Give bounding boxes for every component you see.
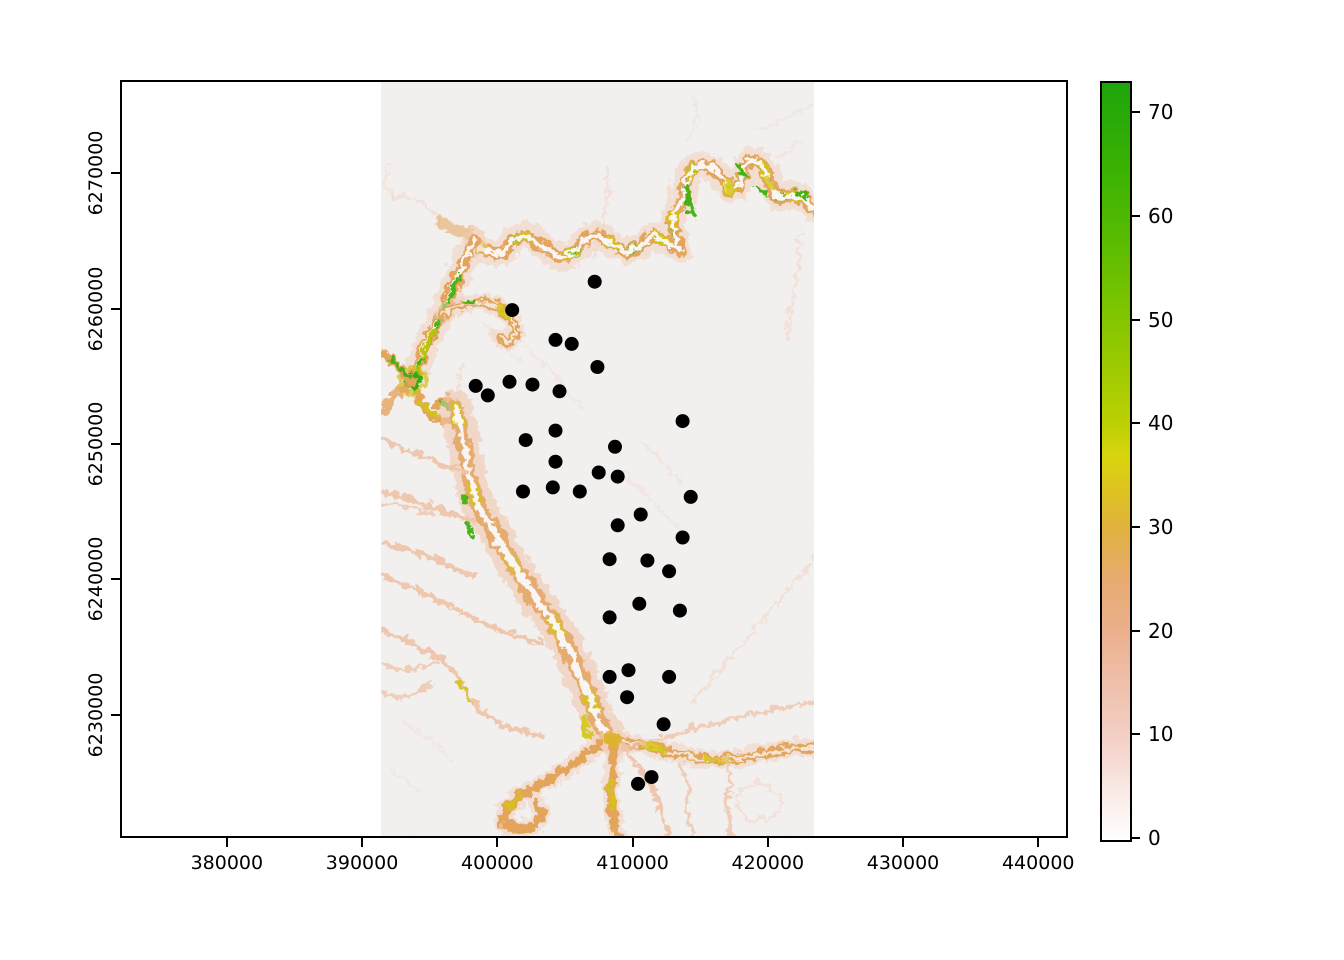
sample-point bbox=[675, 414, 690, 429]
x-axis-tick bbox=[361, 838, 364, 847]
sample-points-layer bbox=[468, 274, 698, 791]
legend-colorbar bbox=[1100, 81, 1132, 842]
sample-point bbox=[548, 332, 563, 347]
x-axis-tick-label: 440000 bbox=[1001, 852, 1075, 874]
colorbar-tick bbox=[1130, 629, 1140, 632]
sample-point bbox=[662, 669, 677, 684]
colorbar-tick-label: 40 bbox=[1148, 411, 1174, 436]
river-channels bbox=[381, 96, 814, 838]
plot-area bbox=[120, 80, 1068, 838]
sample-point bbox=[633, 507, 648, 522]
sample-point bbox=[640, 553, 655, 568]
sample-point bbox=[590, 360, 605, 374]
sample-point bbox=[548, 454, 563, 469]
sample-point bbox=[552, 384, 567, 399]
colorbar-tick bbox=[1130, 214, 1140, 217]
sample-point bbox=[587, 274, 602, 289]
colorbar-tick bbox=[1130, 422, 1140, 425]
y-axis-tick-label: 6250000 bbox=[85, 401, 107, 487]
sample-point bbox=[572, 484, 587, 499]
sample-point bbox=[644, 770, 659, 785]
colorbar-tick bbox=[1130, 111, 1140, 114]
colorbar-tick-label: 20 bbox=[1148, 618, 1174, 643]
colorbar-tick bbox=[1130, 318, 1140, 321]
colorbar-tick-label: 60 bbox=[1148, 203, 1174, 228]
x-axis-tick bbox=[631, 838, 634, 847]
x-axis-tick bbox=[496, 838, 499, 847]
x-axis-tick-label: 400000 bbox=[461, 852, 534, 874]
x-axis-tick bbox=[766, 838, 769, 847]
colorbar-tick bbox=[1130, 837, 1140, 839]
sample-point bbox=[621, 663, 636, 678]
sample-point bbox=[525, 377, 540, 392]
sample-point bbox=[610, 469, 625, 484]
sample-point bbox=[602, 669, 617, 684]
sample-point bbox=[602, 610, 617, 625]
x-axis-tick bbox=[225, 838, 228, 847]
x-axis-tick bbox=[902, 838, 904, 847]
y-axis-tick-label: 6230000 bbox=[85, 672, 107, 758]
sample-point bbox=[672, 603, 687, 618]
x-axis-tick-label: 430000 bbox=[866, 852, 940, 874]
y-axis-tick bbox=[111, 443, 120, 446]
sample-point bbox=[610, 518, 625, 533]
x-axis-tick-label: 410000 bbox=[596, 852, 669, 874]
sample-point bbox=[505, 303, 520, 318]
y-axis-tick bbox=[111, 307, 120, 310]
y-axis-tick-label: 6240000 bbox=[85, 537, 107, 622]
sample-point bbox=[620, 690, 635, 705]
sample-point bbox=[631, 776, 645, 791]
sample-point bbox=[662, 564, 677, 579]
colorbar-tick-label: 30 bbox=[1148, 514, 1174, 539]
sample-point bbox=[564, 336, 579, 351]
y-axis-tick bbox=[111, 172, 120, 175]
sample-point bbox=[468, 378, 483, 393]
colorbar-tick-label: 50 bbox=[1148, 307, 1174, 332]
sample-point bbox=[608, 439, 622, 454]
x-axis-tick-label: 380000 bbox=[190, 852, 264, 874]
y-axis-tick bbox=[111, 578, 120, 581]
y-axis-tick-label: 6260000 bbox=[85, 266, 107, 352]
colorbar-tick-label: 70 bbox=[1148, 100, 1174, 125]
sample-point bbox=[480, 388, 495, 403]
x-axis-tick-label: 390000 bbox=[325, 852, 399, 874]
raster-extent-background bbox=[381, 80, 814, 838]
sample-point bbox=[602, 552, 617, 567]
colorbar-tick bbox=[1130, 733, 1140, 736]
colorbar-tick-label: 10 bbox=[1148, 722, 1174, 747]
plot-border bbox=[120, 80, 1068, 838]
sample-point bbox=[502, 374, 517, 389]
y-axis-tick-label: 6270000 bbox=[85, 131, 107, 216]
sample-point bbox=[591, 465, 606, 480]
sample-point bbox=[656, 717, 671, 732]
x-axis-tick-label: 420000 bbox=[731, 852, 805, 874]
sample-point bbox=[516, 484, 530, 499]
y-axis-tick bbox=[111, 713, 120, 716]
raster-map bbox=[120, 80, 1068, 838]
sample-point bbox=[548, 423, 563, 438]
x-axis-tick bbox=[1037, 838, 1040, 847]
colorbar-tick bbox=[1130, 525, 1140, 528]
sample-point bbox=[675, 530, 690, 545]
sample-point bbox=[632, 596, 647, 611]
sample-point bbox=[545, 480, 560, 495]
sample-point bbox=[683, 489, 698, 504]
colorbar-tick-label: 0 bbox=[1148, 826, 1161, 850]
sample-point bbox=[518, 433, 533, 448]
